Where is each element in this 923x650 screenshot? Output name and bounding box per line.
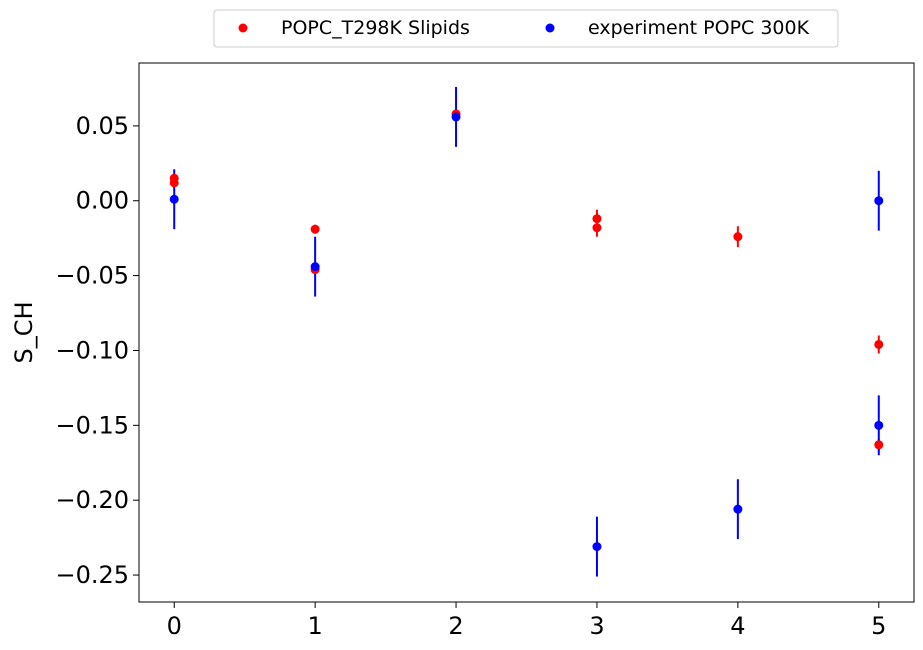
plot-area-frame <box>138 62 915 603</box>
x-tick-label: 5 <box>871 612 886 640</box>
y-tick-label: 0.00 <box>76 187 129 215</box>
y-tick-label: −0.10 <box>55 336 129 364</box>
data-point-series-2 <box>592 542 602 552</box>
data-point-series-2 <box>169 194 179 204</box>
x-tick-label: 1 <box>307 612 322 640</box>
legend: POPC_T298K Slipids experiment POPC 300K <box>213 9 839 48</box>
errorbar-layer <box>173 86 880 577</box>
y-axis-title: S_CH <box>10 301 38 363</box>
y-axis: 0.05 0.00 −0.05 −0.10 −0.15 −0.20 −0.25 <box>55 112 139 589</box>
data-point-series-2 <box>874 196 884 206</box>
point-layer <box>169 109 884 552</box>
data-point-series-1 <box>592 214 602 224</box>
data-point-series-1 <box>169 178 179 188</box>
y-tick-label: −0.05 <box>55 262 129 290</box>
legend-box <box>213 9 839 48</box>
data-point-series-1 <box>874 440 884 450</box>
legend-marker-series-1 <box>238 23 248 33</box>
y-tick-label: −0.20 <box>55 486 129 514</box>
data-point-series-1 <box>310 224 320 234</box>
legend-label-series-1: POPC_T298K Slipids <box>281 17 470 39</box>
data-point-series-2 <box>733 504 743 514</box>
data-point-series-1 <box>592 223 602 233</box>
data-point-series-1 <box>733 232 743 242</box>
y-tick-label: 0.05 <box>76 112 129 140</box>
y-tick-label: −0.15 <box>55 411 129 439</box>
data-point-series-1 <box>874 339 884 349</box>
x-tick-label: 4 <box>730 612 745 640</box>
data-point-series-2 <box>451 112 461 122</box>
data-point-series-2 <box>874 420 884 430</box>
y-tick-label: −0.25 <box>55 561 129 589</box>
x-tick-label: 2 <box>448 612 463 640</box>
legend-marker-series-2 <box>545 23 555 33</box>
legend-label-series-2: experiment POPC 300K <box>588 17 810 39</box>
data-point-series-2 <box>310 262 320 272</box>
x-tick-label: 3 <box>589 612 604 640</box>
x-tick-label: 0 <box>167 612 182 640</box>
x-axis: 0 1 2 3 4 5 <box>167 602 886 640</box>
